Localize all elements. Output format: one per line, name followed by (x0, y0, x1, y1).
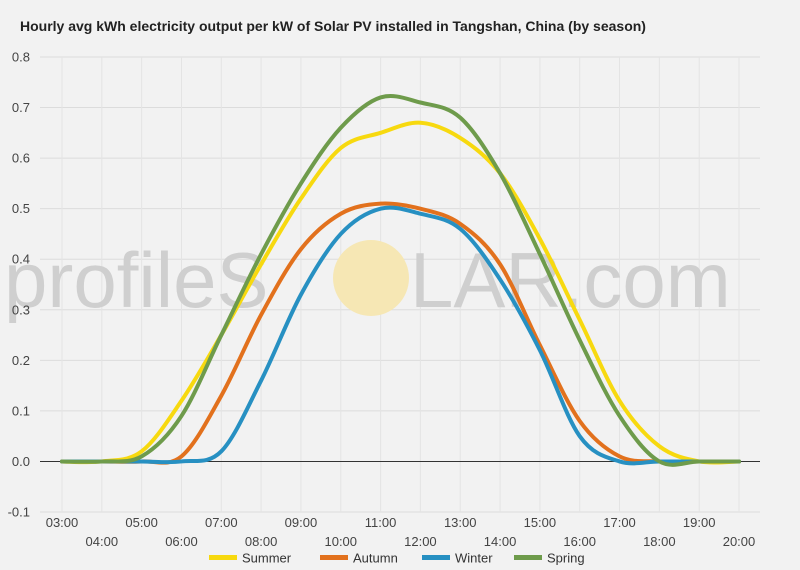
legend-label-summer: Summer (242, 551, 292, 566)
legend-swatch-spring (514, 555, 542, 560)
legend-swatch-winter (422, 555, 450, 560)
x-tick-label: 12:00 (404, 534, 437, 549)
sun-logo-icon (333, 240, 409, 316)
x-tick-label: 15:00 (524, 515, 557, 530)
x-tick-label: 14:00 (484, 534, 517, 549)
series-line-winter (60, 205, 741, 466)
x-tick-label: 17:00 (603, 515, 636, 530)
x-tick-label: 10:00 (324, 534, 357, 549)
x-tick-label: 09:00 (285, 515, 318, 530)
y-tick-label: 0.5 (12, 201, 30, 216)
profilesolar-watermark: profileS LAR.com (4, 236, 731, 324)
legend-label-spring: Spring (547, 551, 585, 566)
y-tick-label: 0.3 (12, 302, 30, 317)
legend-label-autumn: Autumn (353, 551, 398, 566)
legend-swatch-summer (209, 555, 237, 560)
y-tick-label: 0.7 (12, 100, 30, 115)
y-tick-label: 0.6 (12, 151, 30, 166)
x-tick-label: 20:00 (723, 534, 756, 549)
series-layer (60, 93, 741, 467)
y-tick-label: 0.4 (12, 252, 30, 267)
watermark-text-left: profileS (4, 236, 268, 324)
x-tick-label: 05:00 (125, 515, 158, 530)
chart-title: Hourly avg kWh electricity output per kW… (20, 18, 646, 34)
y-tick-label: 0.1 (12, 403, 30, 418)
y-tick-label: 0.8 (12, 50, 30, 65)
x-tick-label: 19:00 (683, 515, 716, 530)
x-tick-label: 13:00 (444, 515, 477, 530)
x-tick-label: 18:00 (643, 534, 676, 549)
x-tick-label: 16:00 (563, 534, 596, 549)
legend: Summer Autumn Winter Spring (209, 551, 585, 566)
series-line-spring (60, 93, 741, 467)
x-tick-label: 03:00 (46, 515, 79, 530)
legend-swatch-autumn (320, 555, 348, 560)
x-tick-label: 04:00 (86, 534, 119, 549)
y-tick-label: 0.2 (12, 353, 30, 368)
y-tick-label: -0.1 (8, 505, 30, 520)
watermark-text-right: LAR.com (410, 236, 731, 324)
x-tick-label: 08:00 (245, 534, 278, 549)
y-tick-label: 0.0 (12, 454, 30, 469)
series-line-summer (60, 120, 741, 465)
series-line-autumn (60, 201, 741, 465)
x-tick-label: 06:00 (165, 534, 198, 549)
x-tick-label: 07:00 (205, 515, 238, 530)
legend-label-winter: Winter (455, 551, 493, 566)
x-tick-label: 11:00 (365, 515, 397, 530)
